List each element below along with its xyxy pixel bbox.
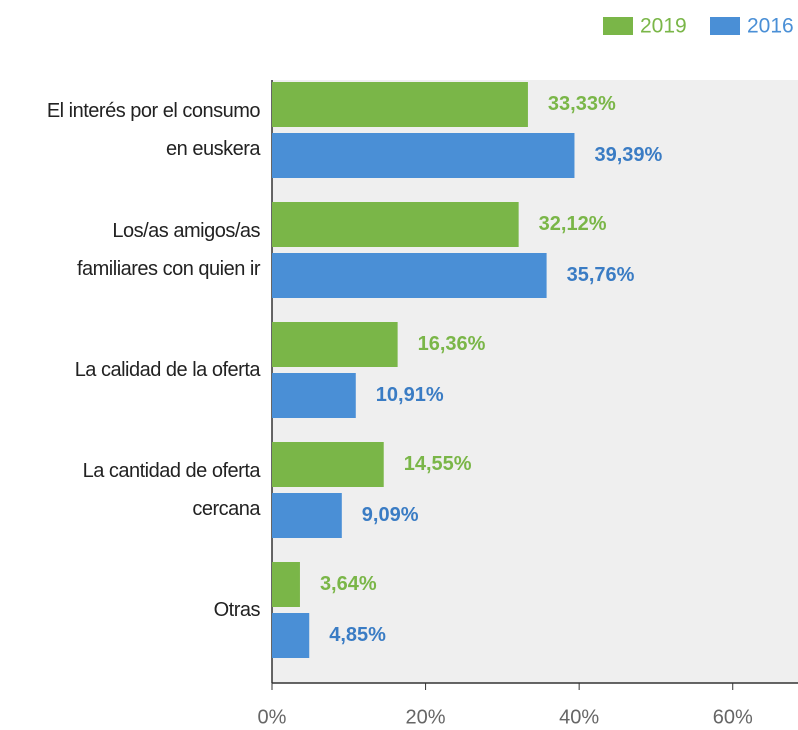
legend-label: 2016 bbox=[747, 15, 794, 38]
category-label: La cantidad de oferta cercana bbox=[82, 460, 261, 520]
value-label: 9,09% bbox=[362, 504, 419, 526]
legend-swatch bbox=[710, 17, 740, 35]
bar bbox=[272, 202, 519, 247]
plot-background bbox=[272, 80, 798, 683]
bar bbox=[272, 322, 398, 367]
category-label: Los/as amigos/as familiares con quien ir bbox=[76, 220, 261, 280]
value-label: 4,85% bbox=[329, 624, 386, 646]
bar bbox=[272, 133, 575, 178]
x-tick-label: 40% bbox=[559, 706, 599, 728]
value-label: 3,64% bbox=[320, 573, 377, 595]
legend-swatch bbox=[603, 17, 633, 35]
legend-label: 2019 bbox=[640, 15, 687, 38]
value-label: 16,36% bbox=[418, 333, 486, 355]
bar bbox=[272, 373, 356, 418]
bar bbox=[272, 613, 310, 658]
value-label: 35,76% bbox=[567, 264, 635, 286]
category-label: El interés por el consumo en euskera bbox=[46, 100, 261, 160]
x-tick-label: 60% bbox=[713, 706, 753, 728]
bar bbox=[272, 562, 300, 607]
bar bbox=[272, 493, 342, 538]
value-label: 10,91% bbox=[376, 384, 444, 406]
x-tick-label: 0% bbox=[258, 706, 287, 728]
value-label: 33,33% bbox=[548, 93, 616, 115]
category-label: La calidad de la oferta bbox=[74, 359, 261, 381]
bar bbox=[272, 82, 528, 127]
category-label: Otras bbox=[213, 599, 261, 621]
x-tick-label: 20% bbox=[406, 706, 446, 728]
value-label: 14,55% bbox=[404, 453, 472, 475]
value-label: 39,39% bbox=[594, 144, 662, 166]
value-label: 32,12% bbox=[539, 213, 607, 235]
bar bbox=[272, 442, 384, 487]
bar bbox=[272, 253, 547, 298]
